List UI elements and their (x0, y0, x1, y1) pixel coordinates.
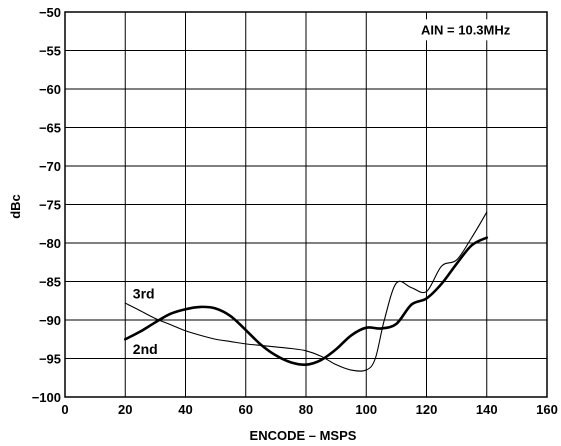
x-tick-label: 120 (416, 402, 438, 417)
series-label-3rd: 3rd (133, 285, 155, 301)
x-axis-label: ENCODE – MSPS (250, 428, 357, 443)
x-tick-labels: 0 20 40 60 80 100 120 140 160 (61, 402, 557, 417)
x-tick-label: 0 (61, 402, 68, 417)
y-tick-label: −75 (39, 198, 61, 213)
y-tick-label: −60 (39, 82, 61, 97)
series-label-2nd: 2nd (133, 341, 158, 357)
y-tick-label: −85 (39, 275, 61, 290)
x-tick-label: 20 (118, 402, 132, 417)
y-tick-label: −80 (39, 236, 61, 251)
plot-frame (64, 11, 548, 398)
series-line-2nd (123, 236, 489, 367)
x-tick-label: 60 (239, 402, 253, 417)
y-tick-label: −95 (39, 352, 61, 367)
annotation-box: AIN = 10.3MHz (409, 19, 522, 41)
annotation-text: AIN = 10.3MHz (421, 22, 511, 37)
x-tick-label: 40 (178, 402, 192, 417)
y-tick-label: −100 (32, 390, 61, 405)
y-tick-label: −50 (39, 5, 61, 20)
y-tick-label: −65 (39, 121, 61, 136)
y-tick-labels: −100 −95 −90 −85 −80 −75 −70 −65 −60 −55 −50 (32, 5, 61, 405)
plot-lines (123, 211, 489, 372)
x-tick-label: 160 (536, 402, 558, 417)
x-tick-label: 80 (299, 402, 313, 417)
y-tick-label: −90 (39, 313, 61, 328)
y-tick-label: −55 (39, 44, 61, 59)
x-tick-label: 100 (355, 402, 377, 417)
grid-lines (65, 12, 547, 397)
series-line-3rd (124, 211, 488, 372)
y-tick-label: −70 (39, 159, 61, 174)
y-axis-label: dBc (8, 194, 23, 219)
x-tick-label: 140 (476, 402, 498, 417)
